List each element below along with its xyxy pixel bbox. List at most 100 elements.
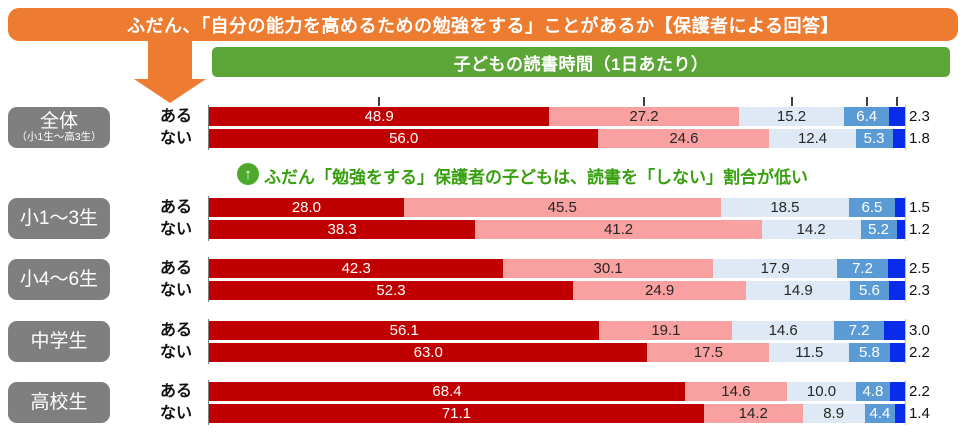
segment-value-label: 12.4 [797, 130, 828, 147]
bar-segment [884, 321, 905, 340]
bar-segment: 12.4 [769, 129, 856, 148]
reading-time-banner: 子どもの読書時間（1日あたり） [212, 47, 950, 77]
annotation-text: ふだん「勉強をする」保護者の子どもは、読書を「しない」割合が低い [264, 168, 808, 187]
bar-segment: 41.2 [475, 220, 762, 239]
segment-value-label: 10.0 [806, 383, 837, 400]
segment-value-label: 56.0 [389, 130, 419, 147]
bar-segment: 8.9 [802, 404, 865, 423]
segment-value-label: 30.1 [593, 260, 623, 277]
segment-value-label: 8.9 [823, 405, 845, 422]
segment-value-label: 28.0 [291, 199, 322, 216]
bar-segment: 71.1 [209, 404, 704, 423]
segment-value-label: 4.8 [862, 383, 884, 400]
bar-row: 68.4 14.6 10.0 4.8 [209, 382, 905, 401]
bar-row: 28.0 45.5 18.5 6.5 [209, 198, 905, 217]
bar-segment: 28.0 [209, 198, 404, 217]
outside-value-label: 1.8 [909, 130, 930, 147]
bar-segment: 30.1 [503, 259, 713, 278]
group-name: 小4～6生 [19, 268, 99, 290]
bar-segment [888, 107, 905, 126]
outside-value-label: 2.2 [909, 383, 930, 400]
bar-segment [894, 198, 905, 217]
answer-label: ない [159, 130, 192, 147]
bar-segment: 10.0 [786, 382, 857, 401]
segment-value-label: 19.1 [651, 322, 681, 339]
bar-segment: 14.6 [732, 321, 834, 340]
bar-segment: 5.2 [860, 220, 897, 239]
segment-value-label: 6.5 [861, 199, 883, 216]
group-name: 中学生 [30, 330, 88, 352]
outside-value-label: 2.2 [909, 344, 930, 361]
segment-value-label: 4.4 [869, 405, 891, 422]
bar-segment: 5.6 [850, 281, 889, 300]
answer-label: ある [159, 260, 192, 277]
segment-value-label: 17.9 [760, 260, 790, 277]
answer-label: ない [159, 221, 192, 238]
segment-value-label: 6.4 [856, 108, 878, 125]
bar-segment: 7.2 [833, 321, 885, 340]
outside-value-label: 1.5 [909, 199, 930, 216]
bar-segment: 6.4 [844, 107, 889, 126]
answer-label: ある [159, 322, 192, 339]
answer-label: ない [159, 344, 192, 361]
segment-value-label: 38.3 [327, 221, 357, 238]
segment-value-label: 5.2 [868, 221, 890, 238]
bar-segment: 45.5 [403, 198, 721, 217]
bar-segment: 17.9 [712, 259, 838, 278]
segment-value-label: 52.3 [376, 282, 406, 299]
tick-mark [865, 97, 868, 106]
segment-value-label: 14.9 [783, 282, 813, 299]
bar-segment: 27.2 [549, 107, 739, 126]
outside-value-label: 2.3 [909, 108, 930, 125]
bar-segment: 17.5 [647, 343, 770, 362]
answer-label: ある [159, 383, 192, 400]
segment-value-label: 14.2 [796, 221, 826, 238]
bar-row: 52.3 24.9 14.9 5.6 [209, 281, 905, 300]
bar-row: 71.1 14.2 8.9 4.4 [209, 404, 905, 423]
segment-value-label: 24.9 [645, 282, 675, 299]
outside-value-label: 2.5 [909, 260, 930, 277]
bar-segment: 5.8 [849, 343, 890, 362]
bar-row: 63.0 17.5 11.5 5.8 [209, 343, 905, 362]
bar-segment: 15.2 [738, 107, 845, 126]
segment-value-label: 45.5 [547, 199, 577, 216]
bar-segment [896, 220, 905, 239]
segment-value-label: 27.2 [629, 108, 659, 125]
axis-line-zero [208, 105, 209, 150]
outside-value-label: 2.3 [909, 282, 930, 299]
question-banner: ふだん、「自分の能力を高めるための勉強をする」ことがあるか【保護者による回答】 [8, 8, 958, 41]
segment-value-label: 5.8 [859, 344, 880, 361]
answer-label: ある [159, 199, 192, 216]
group-sub-label: （小1生～高3生） [16, 131, 102, 144]
bar-segment: 38.3 [209, 220, 476, 239]
answer-label: ない [159, 282, 192, 299]
bar-segment [889, 382, 905, 401]
segment-value-label: 56.1 [389, 322, 419, 339]
segment-value-label: 18.5 [770, 199, 800, 216]
bar-segment: 24.6 [598, 129, 770, 148]
bar-segment: 52.3 [209, 281, 573, 300]
segment-value-label: 7.2 [848, 322, 870, 339]
bar-segment: 19.1 [599, 321, 733, 340]
segment-value-label: 5.6 [859, 282, 880, 299]
axis-line-hundred [905, 196, 906, 241]
bar-segment: 56.1 [209, 321, 600, 340]
bar-row: 48.9 27.2 15.2 6.4 [209, 107, 905, 126]
bar-segment [889, 343, 905, 362]
group-label-box: 小4～6生 [8, 259, 110, 300]
outside-value-label: 1.4 [909, 405, 930, 422]
bar-segment [892, 129, 905, 148]
axis-line-zero [208, 380, 209, 425]
bar-row: 38.3 41.2 14.2 5.2 [209, 220, 905, 239]
tick-mark [790, 97, 793, 106]
segment-value-label: 7.2 [852, 260, 873, 277]
axis-line-zero [208, 257, 209, 302]
bar-segment [887, 259, 905, 278]
segment-value-label: 63.0 [413, 344, 443, 361]
bar-segment: 14.6 [685, 382, 787, 401]
tick-mark [895, 97, 898, 106]
segment-value-label: 24.6 [669, 130, 699, 147]
answer-label: ない [159, 405, 192, 422]
down-arrow-icon [148, 39, 192, 80]
